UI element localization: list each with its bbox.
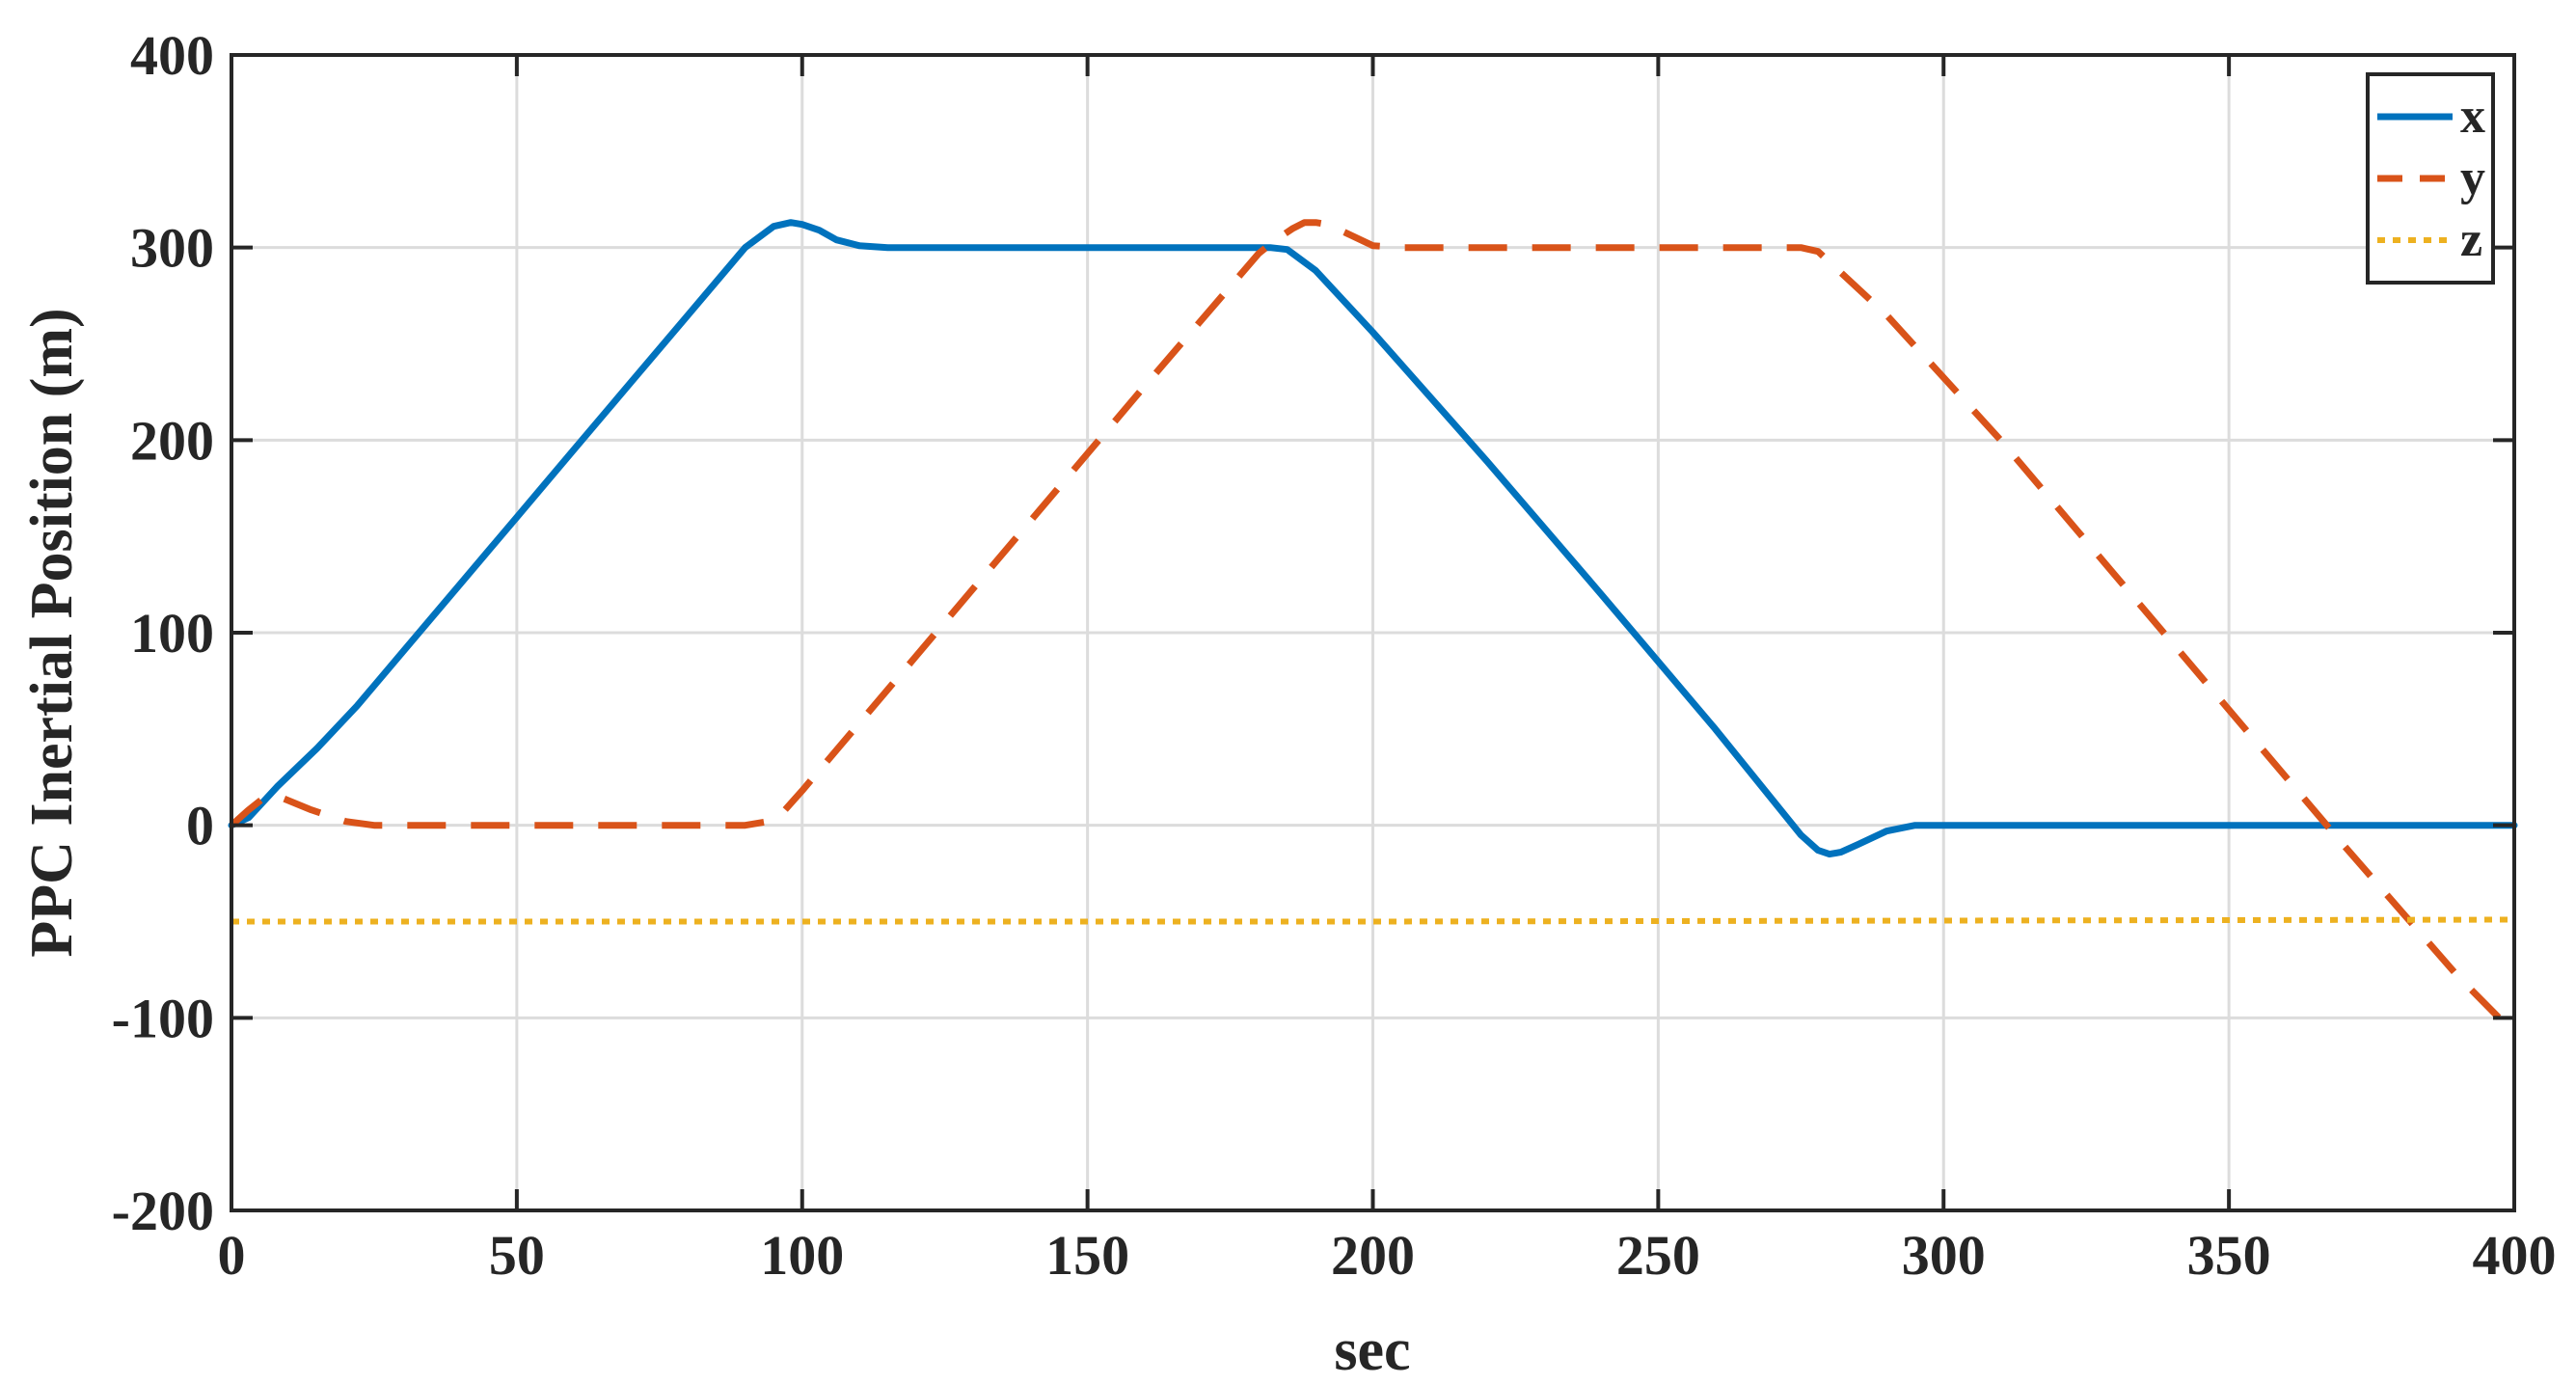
axis-ticks: 0 50 100 150 200 250 300 350 400 400 300 200 100 0 -10… [112,24,2557,1287]
y-tick-label: -200 [112,1180,214,1242]
y-tick-label: 200 [130,409,214,472]
legend-label-y: y [2460,150,2485,205]
y-tick-label: -100 [112,987,214,1049]
series-line-z [231,916,2515,925]
x-tick-label: 350 [2187,1224,2271,1287]
x-tick-label: 0 [218,1224,246,1287]
legend: xyz [2366,72,2495,285]
y-axis-label: PPC Inertial Position (m) [19,308,85,957]
series-lines [228,219,2518,1036]
y-tick-label: 400 [130,24,214,87]
legend-label-x: x [2460,89,2485,144]
x-tick-label: 150 [1045,1224,1129,1287]
series-line-y [229,219,2517,1036]
x-tick-label: 200 [1331,1224,1415,1287]
series-line-x [228,219,2518,858]
y-tick-label: 300 [130,217,214,280]
x-tick-label: 250 [1616,1224,1700,1287]
legend-label-z: z [2460,212,2482,267]
x-tick-label: 300 [1902,1224,1986,1287]
y-tick-label: 0 [186,795,214,857]
x-tick-label: 50 [489,1224,545,1287]
x-axis-label: sec [1334,1317,1410,1383]
y-tick-label: 100 [130,602,214,665]
x-tick-label: 100 [760,1224,844,1287]
x-tick-label: 400 [2473,1224,2557,1287]
